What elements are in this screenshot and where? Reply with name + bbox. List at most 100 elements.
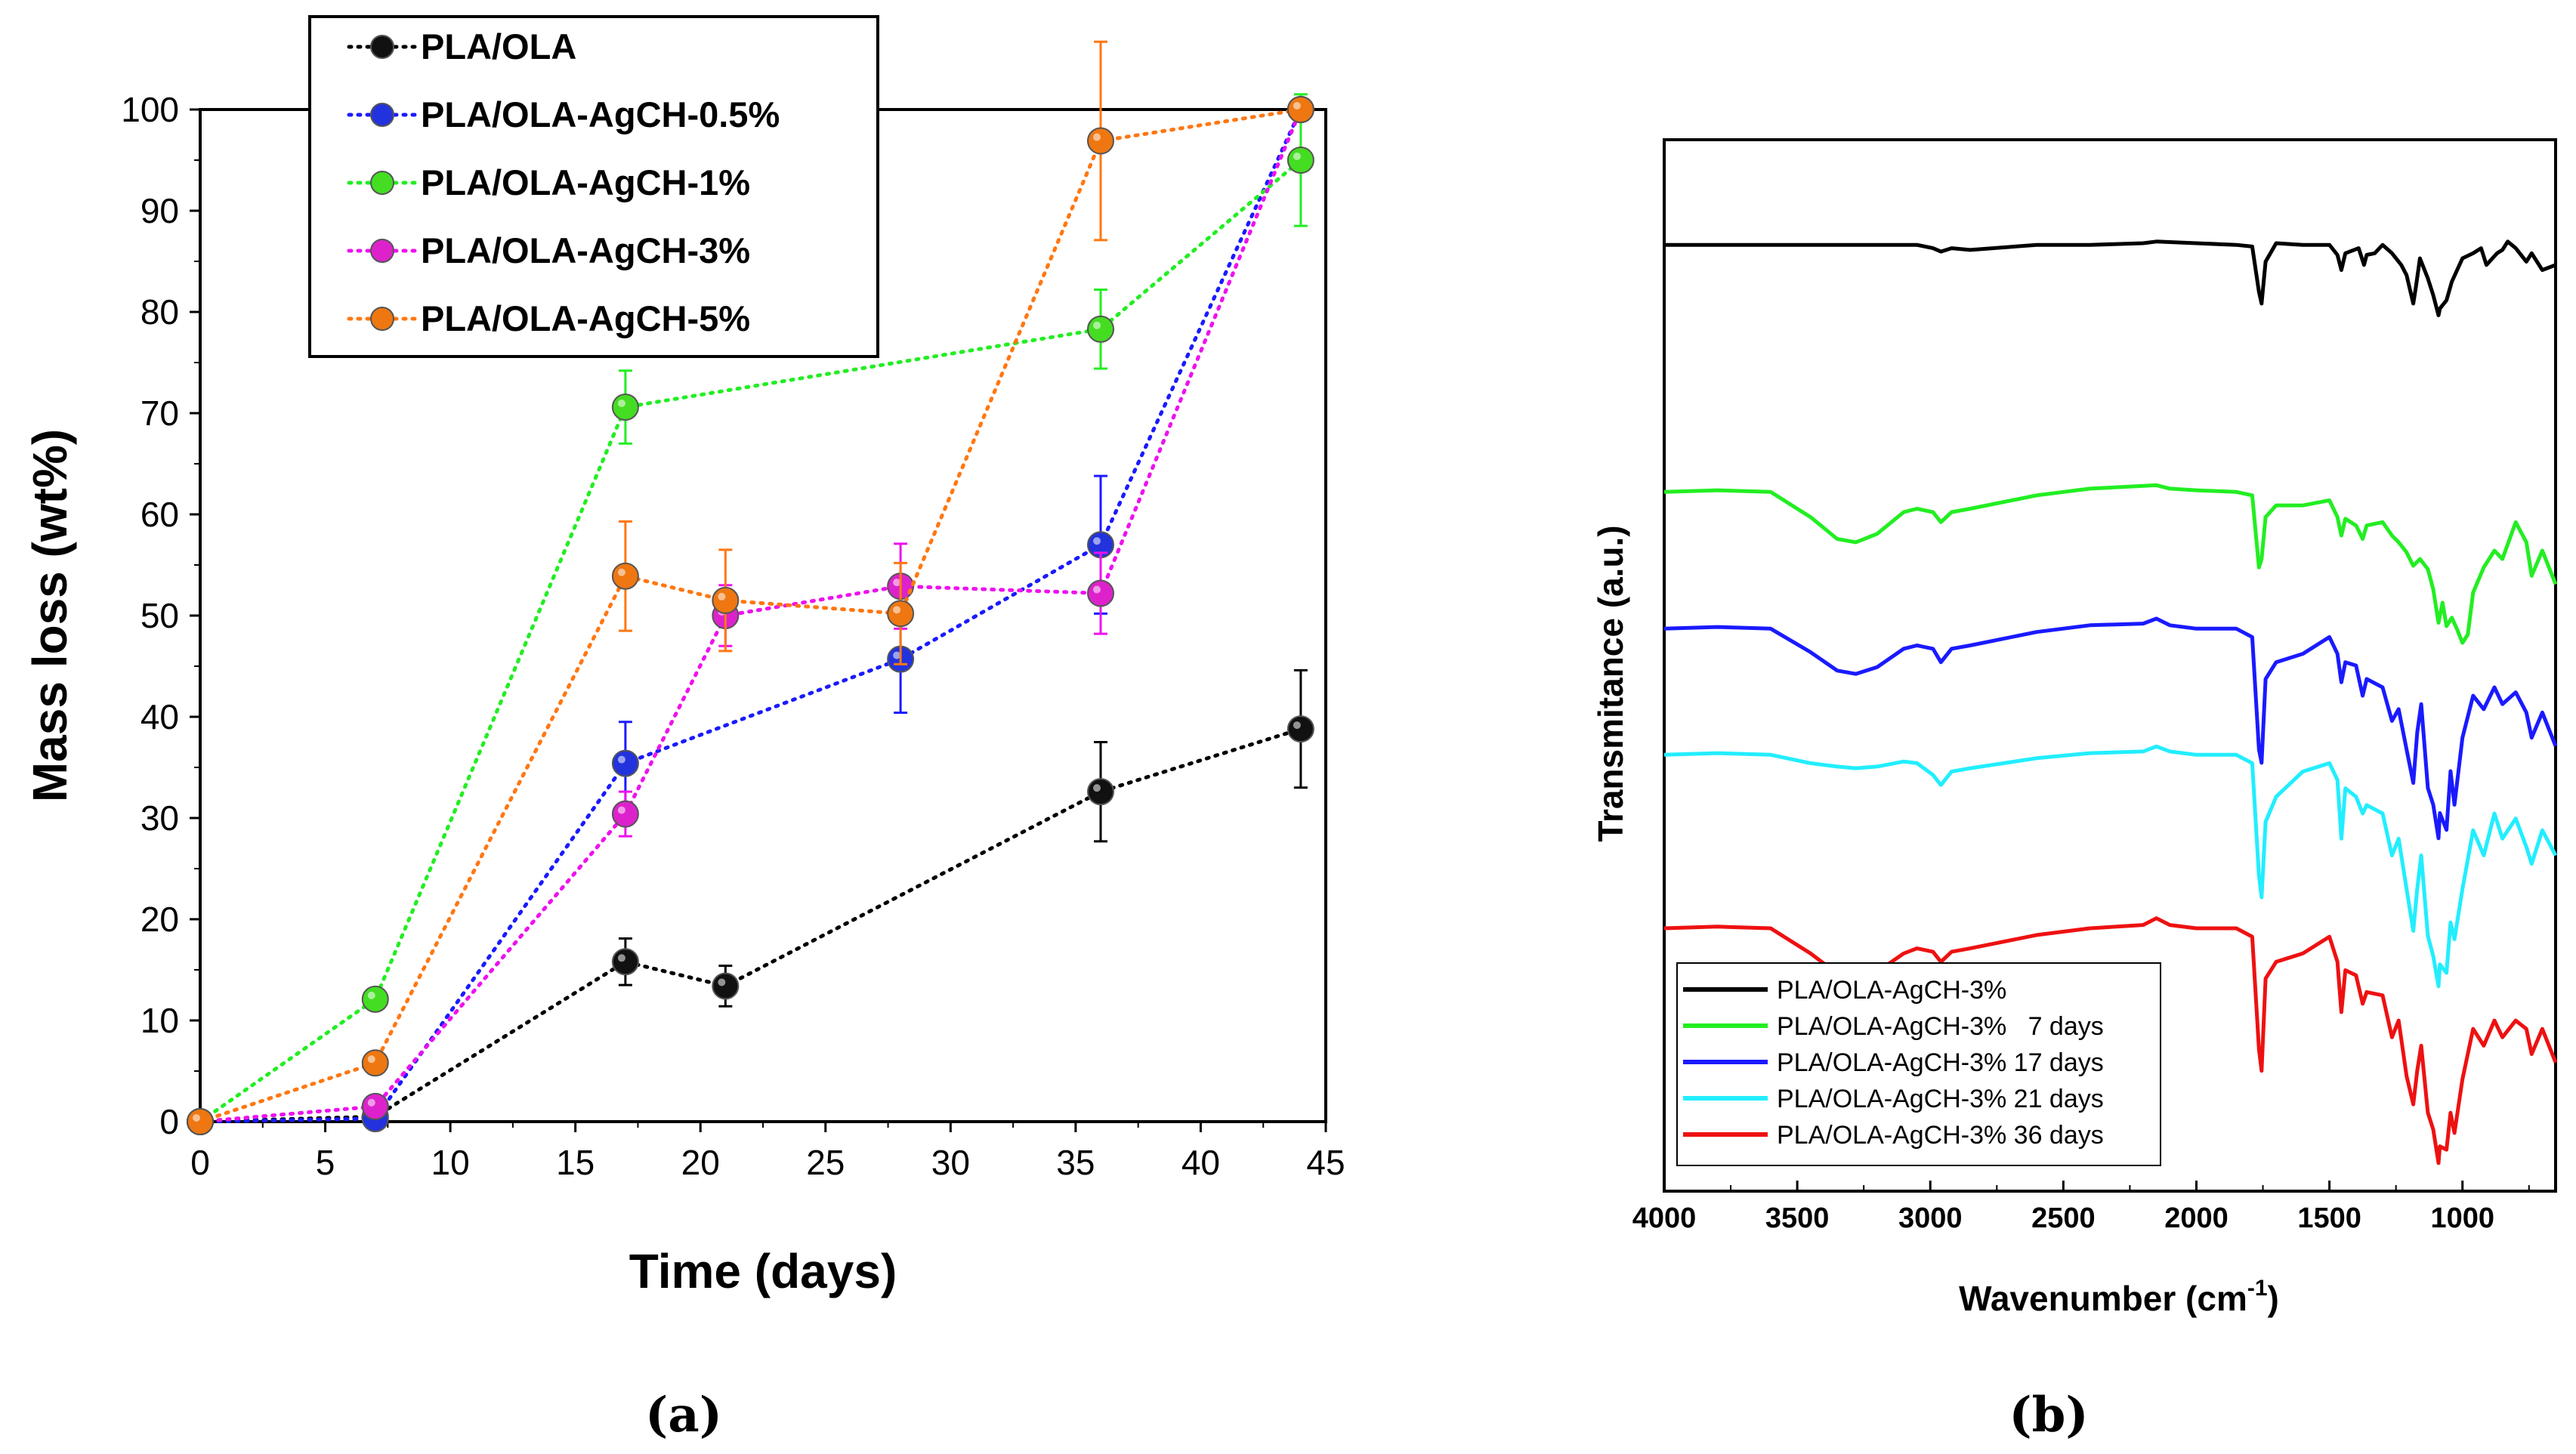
- data-point-highlight: [893, 579, 901, 587]
- data-point-highlight: [1293, 721, 1301, 730]
- data-point: [887, 600, 915, 628]
- data-point: [611, 562, 639, 590]
- x-tick-label: 1500: [2297, 1202, 2361, 1234]
- x-tick-label: 2500: [2031, 1202, 2096, 1234]
- data-point: [712, 972, 740, 1000]
- series-pla-ola-agch-5: [187, 40, 1314, 1135]
- panel-a-mass-loss-chart: 0 5 10 15 20 25 30 35 40 45 0 10 20 30 40 50 60 70 80 90 100…: [23, 15, 1345, 1443]
- spectrum-line: [1664, 239, 2556, 317]
- panel-b-ftir-chart: 4000 3500 3000 2500 2000 1500 1000 Wavenumber …: [1591, 138, 2558, 1443]
- spectrum-line: [1663, 616, 2558, 841]
- data-point: [361, 985, 389, 1013]
- spectrum-pla-ola-agch-3-21-days: [1663, 744, 2558, 989]
- legend-label: PLA/OLA-AgCH-3% 7 days: [1777, 1012, 2104, 1041]
- data-point-highlight: [617, 806, 625, 814]
- panel-b-axis-ticks: [1663, 1181, 2530, 1191]
- x-tick-label: 4000: [1632, 1202, 1697, 1234]
- y-tick-label: 30: [141, 798, 179, 838]
- panel-a-series-group: [187, 40, 1314, 1135]
- panel-b-label: (b): [2009, 1387, 2088, 1443]
- x-tick-label: 2000: [2164, 1202, 2229, 1234]
- data-point: [1286, 147, 1314, 174]
- legend-item-pla-ola-agch-5: PLA/OLA-AgCH-5%: [347, 298, 750, 338]
- legend-item-pla-ola-agch-3-7-days: PLA/OLA-AgCH-3% 7 days: [1683, 1012, 2104, 1041]
- spectrum-line: [1663, 916, 2558, 1165]
- legend-label: PLA/OLA-AgCH-5%: [421, 298, 750, 338]
- series-line: [198, 158, 1303, 1124]
- legend-label: PLA/OLA: [421, 26, 576, 66]
- data-point-highlight: [718, 592, 726, 600]
- x-tick-label: 30: [931, 1143, 970, 1182]
- data-point: [611, 948, 639, 976]
- spectrum-pla-ola-agch-3-17-days: [1663, 616, 2558, 841]
- spectrum-pla-ola-agch-3-36-days: [1663, 916, 2558, 1165]
- legend-item-pla-ola-agch-3-36-days: PLA/OLA-AgCH-3% 36 days: [1683, 1121, 2104, 1150]
- y-tick-label: 60: [141, 495, 179, 534]
- legend-label: PLA/OLA-AgCH-3%: [421, 230, 750, 270]
- y-tick-label: 0: [159, 1102, 179, 1141]
- data-point-highlight: [367, 991, 375, 999]
- panel-b-x-axis-title-main: Wavenumber (cm: [1959, 1279, 2247, 1318]
- data-point-highlight: [1093, 784, 1101, 792]
- panel-a-legend: PLA/OLA PLA/OLA-AgCH-0.5% PLA/OLA-AgCH-1% P…: [308, 15, 879, 358]
- legend-label: PLA/OLA-AgCH-3% 36 days: [1777, 1121, 2104, 1150]
- y-tick-label: 70: [141, 394, 179, 433]
- data-point: [1286, 96, 1314, 123]
- series-pla-ola-agch-1: [187, 93, 1314, 1135]
- x-tick-label: 25: [806, 1143, 845, 1182]
- data-point-highlight: [893, 651, 901, 659]
- data-point-highlight: [1293, 102, 1301, 110]
- panel-a-legend-items: PLA/OLA PLA/OLA-AgCH-0.5% PLA/OLA-AgCH-1% P…: [347, 26, 780, 338]
- data-point: [361, 1092, 389, 1120]
- legend-marker: [370, 171, 394, 195]
- data-point-highlight: [1093, 585, 1101, 594]
- x-tick-label: 3000: [1898, 1202, 1963, 1234]
- data-point-highlight: [617, 954, 625, 962]
- panel-b-x-axis-title-close: ): [2268, 1279, 2279, 1318]
- panel-b-tick-labels: 4000 3500 3000 2500 2000 1500 1000: [1632, 1202, 2494, 1234]
- panel-a-y-axis-title: Mass loss (wt%): [23, 429, 77, 802]
- x-tick-label: 40: [1181, 1143, 1220, 1182]
- x-tick-label: 5: [316, 1143, 335, 1182]
- spectrum-line: [1663, 744, 2558, 989]
- data-point: [1286, 715, 1314, 743]
- panel-b-legend: PLA/OLA-AgCH-3% PLA/OLA-AgCH-3% 7 days PLA…: [1676, 962, 2161, 1166]
- data-point-highlight: [367, 1098, 375, 1107]
- x-tick-label: 35: [1056, 1143, 1095, 1182]
- data-point: [1087, 778, 1114, 806]
- y-tick-label: 40: [141, 697, 179, 736]
- spectrum-pla-ola-agch-3: [1664, 239, 2556, 317]
- spectrum-line: [1663, 483, 2558, 645]
- x-tick-label: 45: [1306, 1143, 1345, 1182]
- x-tick-label: 0: [190, 1143, 210, 1182]
- legend-marker: [370, 35, 394, 59]
- legend-label: PLA/OLA-AgCH-1%: [421, 162, 750, 202]
- panel-b-legend-items: PLA/OLA-AgCH-3% PLA/OLA-AgCH-3% 7 days PLA…: [1683, 976, 2104, 1150]
- x-tick-label: 10: [431, 1143, 470, 1182]
- legend-label: PLA/OLA-AgCH-3%: [1777, 976, 2006, 1005]
- data-point: [1087, 579, 1114, 607]
- panel-b-y-axis-title: Transmitance (a.u.): [1591, 525, 1630, 841]
- data-point: [361, 1049, 389, 1077]
- data-point: [1087, 315, 1114, 343]
- data-point: [611, 393, 639, 421]
- y-tick-label: 20: [141, 900, 179, 939]
- x-tick-label: 3500: [1765, 1202, 1830, 1234]
- data-point-highlight: [617, 568, 625, 576]
- legend-item-pla-ola: PLA/OLA: [347, 26, 576, 66]
- panel-a-legend-box: [308, 15, 879, 358]
- data-point: [1087, 127, 1114, 155]
- data-point: [712, 586, 740, 614]
- data-point: [187, 1108, 214, 1135]
- legend-item-pla-ola-agch-1: PLA/OLA-AgCH-1%: [347, 162, 750, 202]
- y-tick-label: 100: [121, 90, 179, 129]
- data-point-highlight: [1093, 321, 1101, 329]
- legend-label: PLA/OLA-AgCH-0.5%: [421, 94, 780, 134]
- data-point: [611, 800, 639, 828]
- x-tick-label: 1000: [2430, 1202, 2494, 1234]
- legend-marker: [370, 103, 394, 127]
- data-point-highlight: [1093, 133, 1101, 141]
- x-tick-label: 20: [681, 1143, 720, 1182]
- y-tick-label: 90: [141, 191, 179, 230]
